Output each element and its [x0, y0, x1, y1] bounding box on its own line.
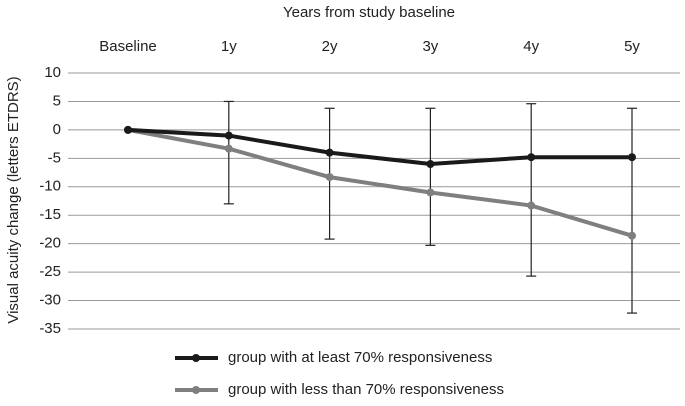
- point: [426, 188, 435, 197]
- point: [224, 131, 233, 140]
- legend-label: group with less than 70% responsiveness: [228, 381, 504, 398]
- legend-marker: [192, 386, 200, 394]
- x-tick-label: 1y: [221, 38, 237, 55]
- y-tick-label: -25: [39, 263, 61, 280]
- x-tick-label: 3y: [422, 38, 438, 55]
- x-tick-label: 5y: [624, 38, 640, 55]
- error-bar: [425, 107, 436, 246]
- y-axis-label: Visual acuity change (letters ETDRS): [5, 76, 22, 323]
- point: [628, 231, 636, 240]
- y-tick-label: -30: [39, 292, 61, 309]
- point: [628, 153, 636, 162]
- y-tick-label: -20: [39, 235, 61, 252]
- series-line: [127, 127, 632, 167]
- y-tick-label: -15: [39, 206, 61, 223]
- point: [325, 173, 334, 182]
- point: [426, 160, 435, 169]
- y-tick-label: 5: [53, 92, 61, 109]
- point: [124, 125, 132, 134]
- chart-title: Years from study baseline: [283, 4, 455, 21]
- y-tick-label: -35: [39, 320, 61, 337]
- x-tick-label: 4y: [523, 38, 539, 55]
- point: [325, 148, 334, 157]
- legend-label: group with at least 70% responsiveness: [228, 349, 492, 366]
- error-bar: [526, 103, 537, 277]
- point: [527, 201, 536, 210]
- y-tick-label: -5: [48, 149, 61, 166]
- x-tick-label: Baseline: [99, 38, 157, 55]
- y-tick-label: 0: [53, 121, 61, 138]
- point: [224, 144, 233, 153]
- y-tick-label: -10: [39, 178, 61, 195]
- legend-marker: [192, 354, 200, 362]
- point: [527, 153, 536, 162]
- series-line: [127, 127, 633, 238]
- y-tick-label: 10: [44, 64, 61, 81]
- error-bar: [627, 107, 637, 314]
- x-tick-label: 2y: [322, 38, 338, 55]
